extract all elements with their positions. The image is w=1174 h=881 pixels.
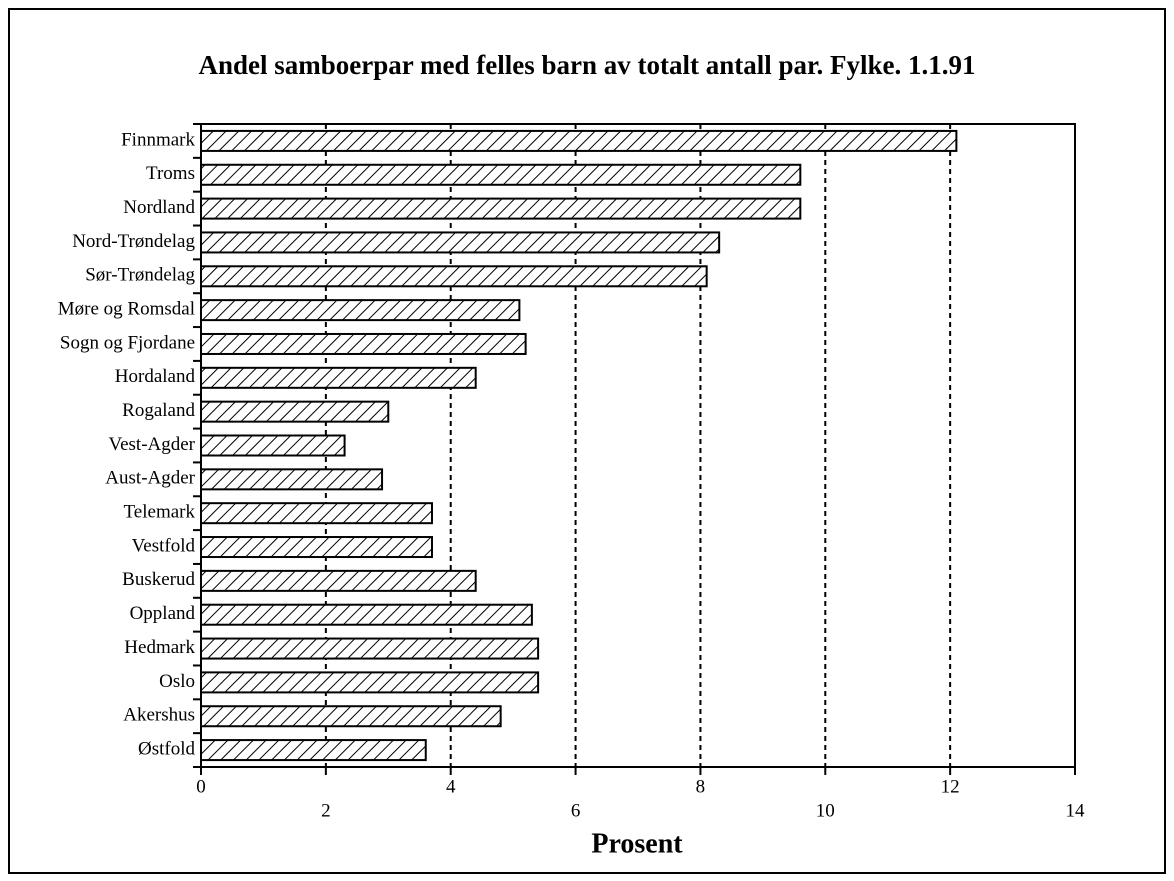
bar — [200, 332, 527, 355]
y-tick-label: Troms — [146, 163, 195, 184]
bar — [200, 434, 346, 457]
bar — [200, 366, 477, 389]
frame — [8, 8, 1166, 874]
x-tick-label: 10 — [816, 800, 835, 821]
bar — [200, 400, 390, 423]
x-tick-label: 6 — [571, 800, 581, 821]
y-tick-label: Vestfold — [132, 535, 196, 556]
bar — [200, 265, 708, 288]
x-tick-label: 2 — [321, 800, 331, 821]
y-tick-label: Rogaland — [122, 400, 195, 421]
y-tick-label: Sogn og Fjordane — [60, 332, 195, 353]
y-tick-label: Nord-Trøndelag — [72, 231, 195, 252]
y-tick-label: Aust-Agder — [105, 468, 195, 489]
bar — [200, 299, 521, 322]
y-tick-label: Nordland — [123, 197, 195, 218]
bar — [200, 603, 533, 626]
chart-title: Andel samboerpar med felles barn av tota… — [199, 50, 976, 80]
bar — [200, 671, 540, 694]
bar — [200, 536, 433, 559]
x-tick-label: 8 — [696, 776, 706, 797]
y-tick-label: Buskerud — [122, 569, 195, 590]
bar — [200, 739, 427, 762]
y-tick-label: Akershus — [123, 705, 195, 726]
bar — [200, 637, 540, 660]
y-tick-label: Møre og Romsdal — [58, 298, 195, 319]
bar — [200, 197, 802, 220]
y-tick-label: Østfold — [138, 738, 196, 759]
y-tick-label: Vest-Agder — [108, 434, 195, 455]
bar — [200, 502, 433, 525]
bar — [200, 129, 958, 152]
bar — [200, 163, 802, 186]
x-tick-label: 14 — [1066, 800, 1086, 821]
x-tick-label: 12 — [941, 776, 960, 797]
y-tick-label: Hedmark — [124, 637, 195, 658]
y-tick-label: Oppland — [130, 603, 196, 624]
x-tick-label: 4 — [446, 776, 456, 797]
y-tick-label: Oslo — [159, 671, 195, 692]
bar — [200, 705, 502, 728]
y-tick-label: Hordaland — [115, 366, 196, 387]
x-axis-label: Prosent — [591, 828, 683, 859]
bar — [200, 231, 721, 254]
bar — [200, 468, 384, 491]
y-tick-label: Sør-Trøndelag — [85, 265, 195, 286]
y-tick-label: Finnmark — [121, 129, 195, 150]
bar — [200, 569, 477, 592]
y-tick-label: Telemark — [124, 502, 196, 523]
x-tick-label: 0 — [196, 776, 206, 797]
